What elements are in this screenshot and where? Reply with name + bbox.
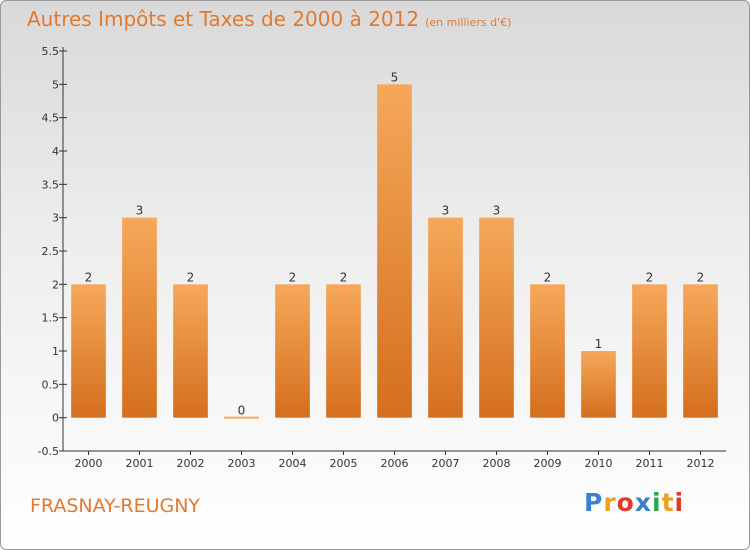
- chart-title-text: Autres Impôts et Taxes de 2000 à 2012: [27, 7, 420, 31]
- x-tick-label: 2006: [381, 457, 409, 470]
- bar: [632, 284, 667, 418]
- y-tick-label: 1: [52, 345, 59, 358]
- logo-letter: x: [634, 488, 652, 517]
- data-label: 3: [493, 204, 501, 218]
- bar: [224, 416, 259, 419]
- data-label: 2: [85, 270, 93, 284]
- data-label: 2: [646, 270, 654, 284]
- bar: [326, 284, 361, 418]
- data-label: 2: [187, 270, 195, 284]
- y-tick-label: 5: [52, 78, 59, 91]
- y-tick-label: -0.5: [38, 445, 59, 458]
- data-label: 2: [340, 270, 348, 284]
- chart-subtitle: (en milliers d'€): [425, 16, 512, 29]
- bar: [479, 217, 514, 418]
- x-tick-label: 2010: [585, 457, 613, 470]
- y-tick-label: 3: [52, 212, 59, 225]
- bar: [122, 217, 157, 418]
- x-tick-label: 2001: [126, 457, 154, 470]
- logo-letter: i: [674, 488, 685, 517]
- x-tick-label: 2012: [687, 457, 715, 470]
- logo-letter: r: [603, 488, 617, 517]
- y-tick-label: 2.5: [42, 245, 60, 258]
- proxiti-logo: Proxiti: [584, 488, 684, 517]
- logo-letter: t: [661, 488, 675, 517]
- y-tick-label: 4.5: [42, 112, 60, 125]
- bar: [71, 284, 106, 418]
- bar: [581, 351, 616, 418]
- logo-letter: P: [584, 488, 604, 517]
- x-tick-label: 2004: [279, 457, 307, 470]
- y-tick-label: 5.5: [42, 45, 60, 58]
- y-tick-label: 1.5: [42, 312, 60, 325]
- bar: [530, 284, 565, 418]
- y-tick-label: 0.5: [42, 378, 60, 391]
- data-label: 2: [697, 270, 705, 284]
- x-tick-label: 2005: [330, 457, 358, 470]
- y-tick-label: 4: [52, 145, 59, 158]
- chart-title: Autres Impôts et Taxes de 2000 à 2012 (en…: [27, 7, 511, 31]
- data-label: 0: [238, 404, 246, 418]
- x-tick-label: 2008: [483, 457, 511, 470]
- bar: [377, 84, 412, 418]
- bar: [275, 284, 310, 418]
- logo-letter: o: [616, 488, 635, 517]
- x-tick-label: 2011: [636, 457, 664, 470]
- data-label: 2: [544, 270, 552, 284]
- data-label: 3: [136, 204, 144, 218]
- data-label: 5: [391, 70, 399, 84]
- y-tick-label: 3.5: [42, 178, 60, 191]
- y-tick-label: 2: [52, 278, 59, 291]
- data-label: 3: [442, 204, 450, 218]
- x-tick-label: 2002: [177, 457, 205, 470]
- data-label: 1: [595, 337, 603, 351]
- logo-letter: i: [652, 488, 662, 517]
- commune-name: FRASNAY-REUGNY: [30, 495, 201, 517]
- bar: [173, 284, 208, 418]
- x-tick-label: 2007: [432, 457, 460, 470]
- x-tick-label: 2009: [534, 457, 562, 470]
- y-tick-label: 0: [52, 412, 59, 425]
- x-tick-label: 2000: [75, 457, 103, 470]
- bar: [683, 284, 718, 418]
- data-label: 2: [289, 270, 297, 284]
- x-tick-label: 2003: [228, 457, 256, 470]
- bar: [428, 217, 463, 418]
